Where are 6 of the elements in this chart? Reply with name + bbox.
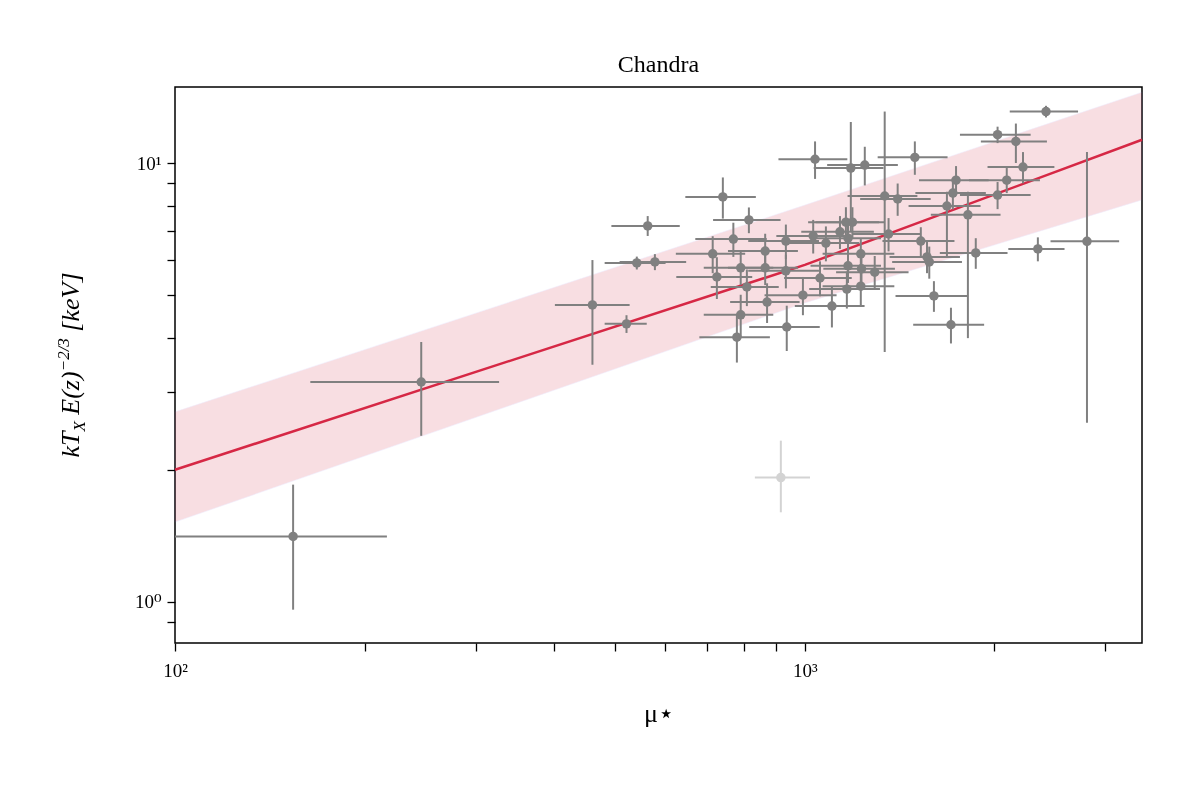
y-tick-label: 10¹: [136, 152, 162, 174]
x-tick-label: 10²: [163, 659, 189, 681]
x-axis-title: μ⋆: [644, 698, 674, 728]
x-tick-label: 10³: [793, 659, 818, 681]
chart-title: Chandra: [617, 51, 700, 77]
y-tick-label: 10⁰: [134, 591, 162, 613]
